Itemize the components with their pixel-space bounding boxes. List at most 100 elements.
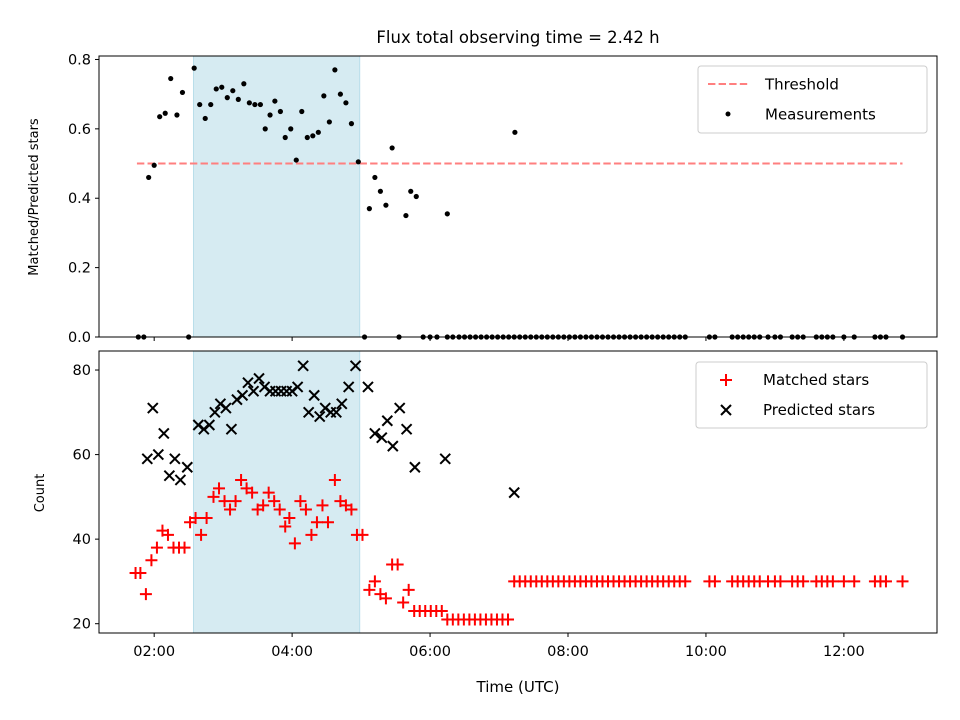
count-plot-frame bbox=[98, 350, 938, 634]
ratio-y-ticks: 0.0 0.2 0.4 0.6 0.8 bbox=[68, 52, 99, 346]
predicted-star-point bbox=[369, 427, 381, 440]
matched-star-point bbox=[207, 490, 220, 503]
count-x-ticks: 02:00 04:00 06:00 08:00 10:00 12:00 bbox=[133, 633, 865, 660]
predicted-star-point bbox=[152, 448, 165, 461]
predicted-star-point bbox=[336, 398, 348, 410]
measurement-point bbox=[267, 112, 273, 118]
predicted-star-point bbox=[181, 461, 193, 473]
matched-star-point bbox=[134, 566, 147, 579]
matched-star-point bbox=[139, 588, 152, 601]
measurement-point bbox=[174, 112, 180, 118]
matched-star-point bbox=[229, 495, 242, 508]
measurement-point bbox=[321, 93, 327, 99]
x-tick-label: 12:00 bbox=[823, 644, 865, 660]
measurement-point bbox=[208, 101, 214, 108]
predicted-star-point bbox=[394, 402, 406, 414]
legend-threshold-label: Threshold bbox=[764, 76, 839, 94]
y-tick-label: 60 bbox=[73, 448, 91, 464]
matched-star-point bbox=[218, 495, 231, 508]
measurement-point bbox=[179, 89, 186, 96]
measurement-point bbox=[383, 202, 389, 208]
count-legend-box bbox=[695, 361, 928, 429]
matched-star-point bbox=[391, 558, 404, 571]
measurement-point bbox=[389, 145, 395, 151]
y-tick-label: 0.4 bbox=[68, 191, 91, 207]
measurement-point bbox=[230, 88, 236, 94]
x-axis-label: Time (UTC) bbox=[476, 678, 560, 696]
legend-matched-label: Matched stars bbox=[763, 371, 869, 389]
predicted-star-point bbox=[147, 402, 159, 414]
measurement-point bbox=[343, 100, 349, 106]
y-tick-label: 0.8 bbox=[68, 52, 91, 68]
x-tick-label: 10:00 bbox=[685, 644, 727, 660]
measurement-point bbox=[366, 206, 372, 212]
measurement-point bbox=[202, 115, 208, 122]
matched-star-point bbox=[848, 575, 861, 588]
measurement-point bbox=[213, 86, 219, 92]
predicted-star-point bbox=[236, 389, 249, 402]
star-count-points bbox=[129, 360, 909, 626]
matched-star-point bbox=[257, 499, 270, 512]
predicted-star-point bbox=[400, 423, 413, 435]
measurement-point bbox=[191, 65, 197, 71]
matched-star-point bbox=[299, 503, 312, 516]
predicted-star-point bbox=[209, 406, 221, 419]
legend-matched-swatch bbox=[720, 374, 732, 386]
predicted-star-point bbox=[225, 423, 238, 435]
chart-title: Flux total observing time = 2.42 h bbox=[376, 28, 659, 47]
predicted-star-point bbox=[387, 440, 399, 452]
measurement-point bbox=[272, 98, 278, 104]
predicted-star-point bbox=[220, 402, 232, 414]
measurement-point bbox=[151, 162, 157, 168]
predicted-star-point bbox=[174, 474, 187, 486]
measurement-point bbox=[282, 134, 288, 141]
matched-star-point bbox=[316, 499, 329, 512]
predicted-star-point bbox=[203, 419, 216, 431]
predicted-star-point bbox=[141, 453, 153, 465]
matched-star-point bbox=[363, 583, 376, 596]
measurement-point bbox=[355, 159, 361, 165]
matched-star-point bbox=[273, 503, 286, 516]
matched-star-point bbox=[501, 613, 514, 626]
count-y-axis-label: Count bbox=[33, 474, 48, 513]
predicted-star-point bbox=[308, 389, 320, 402]
measurement-point bbox=[288, 126, 294, 132]
legend-predicted-swatch bbox=[720, 404, 732, 416]
matched-star-point bbox=[235, 473, 248, 486]
y-tick-label: 0.2 bbox=[68, 261, 91, 277]
measurement-point bbox=[403, 212, 409, 219]
ratio-panel: Flux total observing time = 2.42 h Match… bbox=[27, 28, 938, 346]
predicted-star-point bbox=[376, 431, 388, 444]
predicted-star-point bbox=[297, 360, 309, 372]
measurement-point bbox=[337, 91, 343, 97]
matched-star-point bbox=[288, 537, 301, 550]
x-tick-label: 08:00 bbox=[547, 644, 589, 660]
predicted-star-point bbox=[302, 406, 315, 419]
y-tick-label: 40 bbox=[73, 532, 91, 548]
matched-star-point bbox=[679, 575, 692, 588]
matched-star-point bbox=[224, 503, 237, 516]
measurement-point bbox=[257, 101, 263, 108]
matched-star-point bbox=[435, 605, 448, 618]
matched-star-point bbox=[195, 528, 208, 541]
matched-star-point bbox=[321, 516, 334, 529]
measurement-point bbox=[304, 134, 310, 141]
matched-star-point bbox=[402, 583, 415, 596]
matched-star-point bbox=[200, 512, 213, 525]
ratio-y-axis-label: Matched/Predicted stars bbox=[27, 118, 42, 276]
measurement-point bbox=[332, 67, 338, 73]
matched-star-point bbox=[356, 528, 369, 541]
measurement-point bbox=[246, 100, 252, 106]
measurement-point bbox=[299, 108, 305, 115]
measurement-point bbox=[326, 119, 332, 125]
predicted-star-point bbox=[342, 381, 355, 393]
matched-star-point bbox=[279, 520, 292, 533]
measurement-point bbox=[413, 193, 419, 200]
predicted-star-point bbox=[362, 381, 374, 393]
matched-star-point bbox=[268, 495, 281, 508]
measurement-point bbox=[219, 84, 225, 90]
matched-star-point bbox=[305, 528, 318, 541]
matched-star-point bbox=[379, 592, 392, 605]
predicted-star-point bbox=[163, 470, 176, 482]
y-tick-label: 0.0 bbox=[68, 330, 91, 346]
